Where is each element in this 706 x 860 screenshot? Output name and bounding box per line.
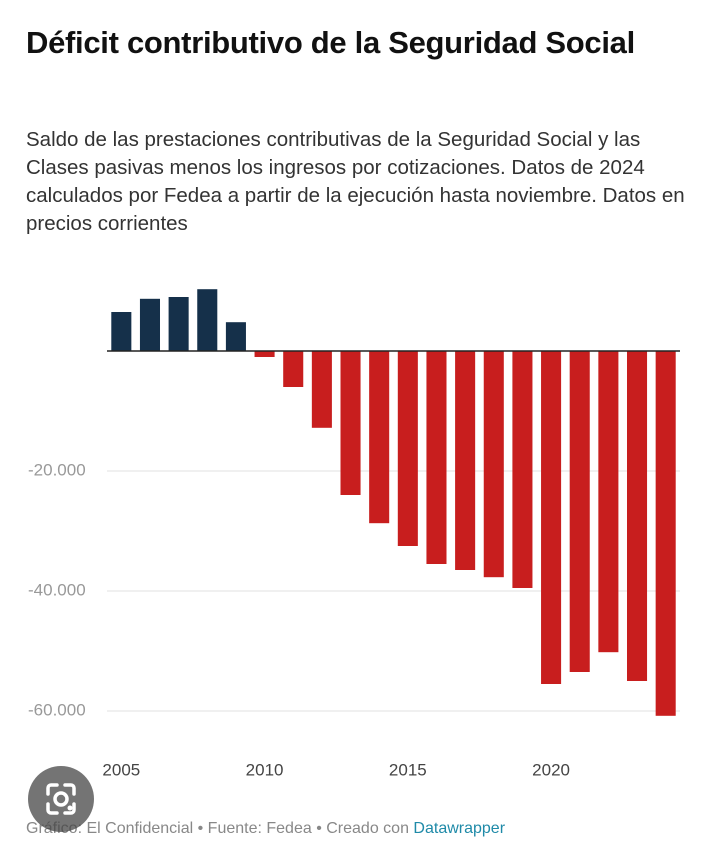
bar [512, 351, 533, 588]
y-tick-label: -40.000 [28, 580, 86, 599]
bar [283, 351, 304, 387]
x-tick-label: 2020 [532, 760, 570, 779]
y-tick-label: -20.000 [28, 460, 86, 479]
bar [541, 351, 562, 684]
bar [483, 351, 504, 578]
x-tick-label: 2005 [102, 760, 140, 779]
credit-link[interactable]: Datawrapper [413, 820, 506, 837]
bar [655, 351, 676, 716]
bar [111, 312, 132, 351]
source: Gráfico: El Confidencial • Fuente: Fedea… [26, 820, 409, 837]
bar [455, 351, 476, 570]
bar [626, 351, 648, 681]
bar [254, 351, 275, 357]
bar [397, 351, 418, 546]
bar [569, 351, 590, 672]
bar [426, 351, 447, 564]
chart-title: Déficit contributivo de la Seguridad Soc… [26, 25, 635, 60]
x-tick-label: 2010 [246, 760, 284, 779]
bar [311, 351, 332, 428]
y-tick-label: -60.000 [28, 700, 86, 719]
bar [197, 289, 218, 351]
bar [598, 351, 619, 653]
bar [139, 298, 161, 351]
x-tick-label: 2015 [389, 760, 427, 779]
bar [369, 351, 390, 524]
chart-subtitle: Saldo de las prestaciones contributivas … [26, 128, 685, 235]
bar [168, 297, 189, 351]
footer: Gráfico: El Confidencial • Fuente: Fedea… [26, 820, 505, 838]
bar [225, 322, 246, 351]
lens-button[interactable] [28, 766, 94, 832]
lens-icon [46, 783, 76, 815]
bar [340, 351, 361, 495]
